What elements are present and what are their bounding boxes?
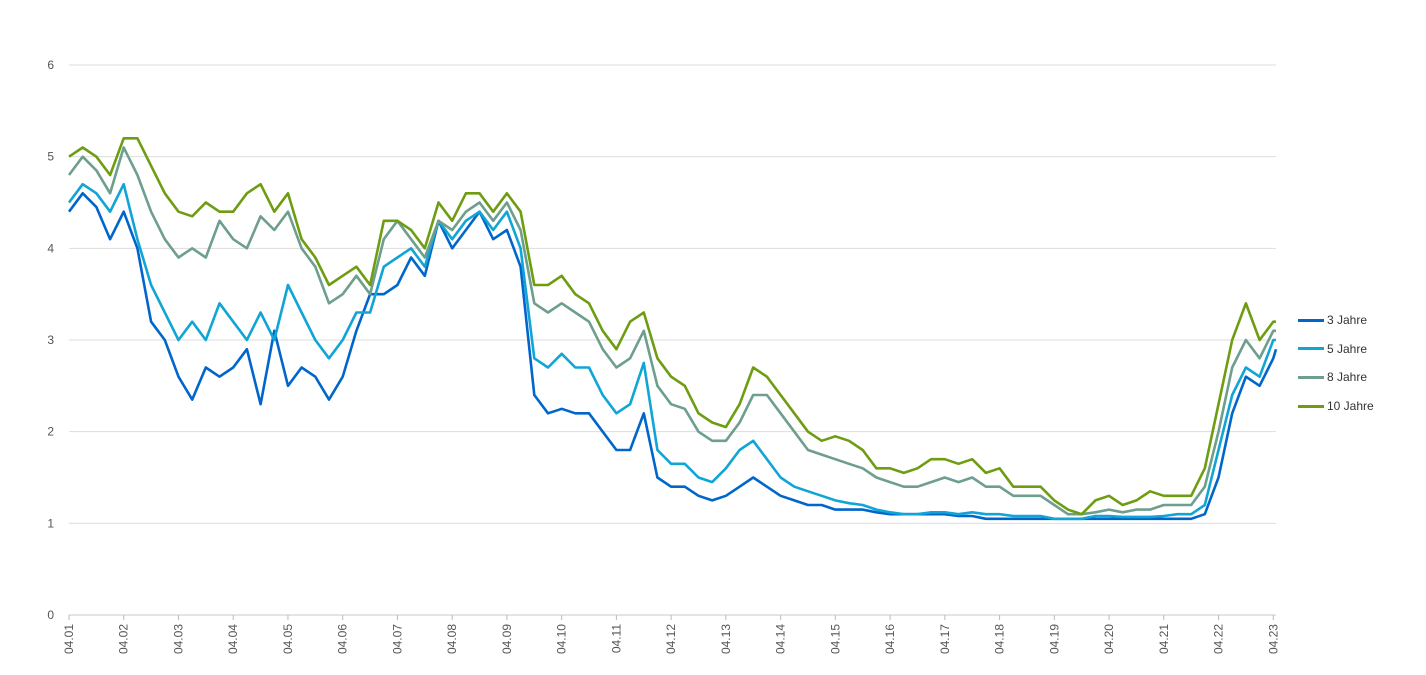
x-tick-label: 04.01 (62, 624, 76, 654)
y-axis-ticks: 0 1 2 3 4 5 6 (47, 58, 54, 622)
x-tick-label: 04.17 (938, 624, 952, 654)
x-tick-label: 04.15 (828, 624, 842, 654)
x-tick-label: 04.18 (993, 624, 1007, 654)
x-tick-label: 04.03 (171, 624, 185, 654)
x-tick-label: 04.08 (445, 624, 459, 654)
x-tick-label: 04.06 (336, 624, 350, 654)
legend-swatch (1298, 375, 1324, 379)
x-tick-label: 04.13 (719, 624, 733, 654)
x-tick-label: 04.19 (1047, 624, 1061, 654)
x-tick-label: 04.10 (555, 624, 569, 654)
legend-swatch (1298, 404, 1324, 408)
x-tick-label: 04.20 (1102, 624, 1116, 654)
x-tick-label: 04.09 (500, 624, 514, 654)
legend-swatch (1298, 347, 1324, 351)
grid-lines (69, 64, 1276, 616)
legend-label: 10 Jahre (1327, 399, 1374, 414)
x-tick-label: 04.22 (1212, 624, 1226, 654)
legend-item-4: 10 Jahre (1298, 392, 1374, 421)
legend-swatch (1298, 318, 1324, 322)
x-tick-label: 04.12 (664, 624, 678, 654)
x-tick-label: 04.04 (226, 624, 240, 654)
x-tick-label: 04.07 (390, 624, 404, 654)
series-line-3 (67, 146, 1276, 516)
y-tick-label: 5 (47, 150, 54, 164)
series-line-4 (68, 137, 1276, 516)
chart-legend: 3 Jahre 5 Jahre 8 Jahre 10 Jahre (1298, 306, 1374, 420)
x-tick-label: 04.16 (883, 624, 897, 654)
x-tick-label: 04.11 (609, 624, 623, 653)
y-tick-label: 1 (47, 516, 54, 530)
legend-item-1: 3 Jahre (1298, 306, 1374, 335)
legend-label: 5 Jahre (1327, 341, 1368, 356)
legend-item-3: 8 Jahre (1298, 363, 1374, 392)
x-tick-label: 04.05 (281, 624, 295, 654)
x-tick-label: 04.14 (774, 624, 788, 654)
x-tick-label: 04.02 (117, 624, 131, 654)
x-tick-label: 04.21 (1157, 624, 1171, 654)
y-tick-label: 2 (47, 425, 54, 439)
y-tick-label: 0 (47, 608, 54, 622)
y-tick-label: 4 (47, 241, 54, 255)
series-line-2 (67, 182, 1276, 521)
series-lines (67, 137, 1278, 521)
y-tick-label: 3 (47, 333, 54, 347)
y-tick-label: 6 (47, 58, 54, 72)
x-axis: 04.01 04.02 04.03 04.04 04.05 04.06 04.07 04.08… (62, 615, 1280, 654)
legend-label: 3 Jahre (1327, 313, 1368, 328)
legend-label: 8 Jahre (1327, 370, 1368, 385)
legend-item-2: 5 Jahre (1298, 335, 1374, 364)
x-tick-label: 04.23 (1266, 624, 1280, 654)
